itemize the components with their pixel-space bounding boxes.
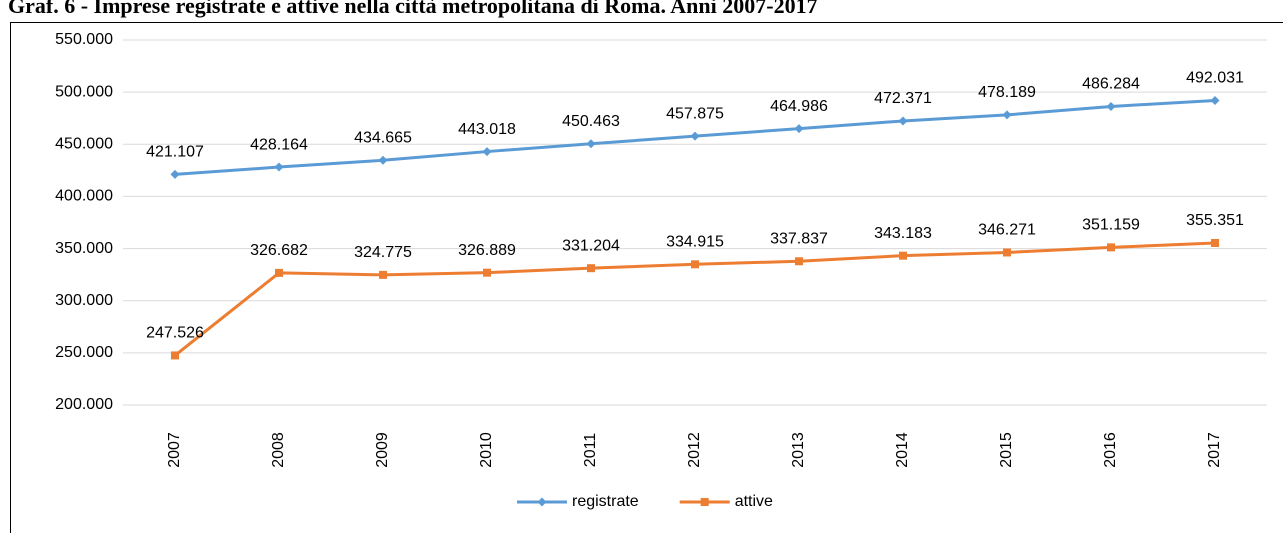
data-label: 457.875 — [666, 105, 724, 122]
marker — [483, 268, 491, 277]
data-label: 355.351 — [1186, 212, 1244, 229]
y-tick-label: 550.000 — [55, 31, 113, 48]
x-tick-label: 2011 — [582, 433, 599, 468]
legend-marker — [700, 498, 709, 506]
marker — [1107, 243, 1115, 252]
marker — [274, 162, 284, 172]
chart-title: Graf. 6 - Imprese registrate e attive ne… — [8, 0, 818, 18]
marker — [275, 268, 283, 277]
data-label: 434.665 — [354, 129, 412, 146]
data-label: 331.204 — [562, 237, 620, 254]
marker — [171, 351, 179, 360]
data-label: 478.189 — [978, 84, 1036, 101]
x-tick-label: 2010 — [478, 432, 495, 468]
data-label: 428.164 — [250, 136, 308, 153]
marker — [482, 147, 492, 157]
data-label: 324.775 — [354, 244, 412, 261]
y-tick-label: 300.000 — [55, 292, 113, 309]
data-label: 346.271 — [978, 222, 1036, 239]
data-label: 337.837 — [770, 230, 828, 247]
data-label: 326.682 — [250, 242, 308, 259]
marker — [586, 139, 596, 149]
data-label: 351.159 — [1082, 217, 1140, 234]
marker — [378, 155, 388, 165]
data-label: 421.107 — [146, 144, 204, 161]
x-tick-label: 2007 — [166, 432, 183, 468]
marker — [899, 251, 907, 260]
data-label: 326.889 — [458, 242, 516, 259]
marker — [1106, 101, 1116, 111]
marker — [794, 124, 804, 134]
x-tick-label: 2015 — [998, 432, 1015, 468]
marker — [690, 131, 700, 141]
chart-border — [10, 22, 1283, 533]
data-label: 343.183 — [874, 225, 932, 242]
legend-marker — [537, 497, 547, 507]
marker — [587, 264, 595, 273]
x-tick-label: 2014 — [894, 432, 911, 468]
marker — [1003, 248, 1011, 257]
data-label: 443.018 — [458, 121, 516, 138]
marker — [379, 270, 387, 279]
marker — [795, 257, 803, 266]
y-tick-label: 450.000 — [55, 136, 113, 153]
data-label: 492.031 — [1186, 70, 1244, 87]
marker — [898, 116, 908, 126]
y-tick-label: 500.000 — [55, 83, 113, 100]
data-label: 486.284 — [1082, 76, 1140, 93]
x-tick-label: 2008 — [270, 432, 287, 468]
marker — [170, 169, 180, 179]
data-label: 247.526 — [146, 325, 204, 342]
x-tick-label: 2013 — [790, 432, 807, 468]
y-tick-label: 250.000 — [55, 344, 113, 361]
x-tick-label: 2017 — [1206, 432, 1223, 468]
marker — [691, 260, 699, 269]
x-tick-label: 2009 — [374, 432, 391, 468]
y-tick-label: 400.000 — [55, 188, 113, 205]
data-label: 450.463 — [562, 113, 620, 130]
marker — [1211, 238, 1219, 247]
legend-label: attive — [735, 493, 773, 510]
data-label: 334.915 — [666, 234, 724, 251]
x-tick-label: 2012 — [686, 432, 703, 468]
data-label: 472.371 — [874, 90, 932, 107]
x-tick-label: 2016 — [1102, 432, 1119, 468]
data-label: 464.986 — [770, 98, 828, 115]
legend-label: registrate — [572, 493, 639, 510]
marker — [1002, 110, 1012, 120]
marker — [1210, 95, 1220, 105]
y-tick-label: 350.000 — [55, 240, 113, 257]
y-tick-label: 200.000 — [55, 396, 113, 413]
